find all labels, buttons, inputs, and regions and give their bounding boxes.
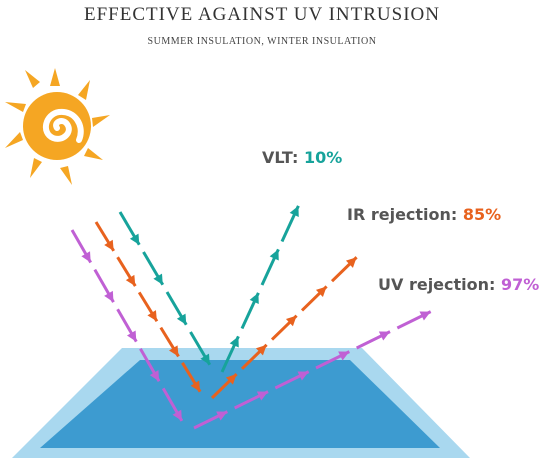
vlt-label: VLT: 10% xyxy=(262,148,342,167)
arrow xyxy=(289,205,299,218)
uv-label: UV rejection: 97% xyxy=(378,275,539,294)
arrow xyxy=(315,286,327,298)
arrow xyxy=(104,239,114,251)
label-value: 97% xyxy=(501,275,539,294)
label-value: 10% xyxy=(304,148,342,167)
arrow xyxy=(147,310,157,322)
arrow xyxy=(169,345,179,357)
arrow xyxy=(285,315,297,327)
arrow xyxy=(125,274,136,287)
arrow xyxy=(249,292,259,305)
arrow xyxy=(153,273,163,285)
glass xyxy=(12,348,470,458)
arrow xyxy=(176,313,187,325)
label-value: 85% xyxy=(463,205,501,224)
sun xyxy=(5,68,110,185)
arrow xyxy=(256,391,269,401)
arrow xyxy=(269,249,279,261)
arrow xyxy=(81,251,91,263)
arrow xyxy=(225,374,237,385)
arrow xyxy=(255,344,267,356)
arrow xyxy=(129,233,140,245)
arrow xyxy=(190,380,201,392)
arrow xyxy=(216,411,228,421)
arrow xyxy=(126,330,137,342)
arrow xyxy=(338,351,350,361)
subtitle: SUMMER INSULATION, WINTER INSULATION xyxy=(148,36,377,47)
label-name: VLT: xyxy=(262,148,298,167)
ir-label: IR rejection: 85% xyxy=(347,205,501,224)
arrow xyxy=(419,311,431,321)
arrow xyxy=(345,257,357,268)
arrow xyxy=(297,371,309,381)
arrow xyxy=(229,336,239,348)
arrow xyxy=(172,409,182,421)
title: EFFECTIVE AGAINST UV INTRUSION xyxy=(84,4,440,25)
label-name: UV rejection: xyxy=(378,275,495,294)
arrow xyxy=(149,370,160,382)
arrow xyxy=(104,290,114,303)
label-name: IR rejection: xyxy=(347,205,457,224)
arrow xyxy=(200,353,210,365)
arrow xyxy=(378,331,391,341)
